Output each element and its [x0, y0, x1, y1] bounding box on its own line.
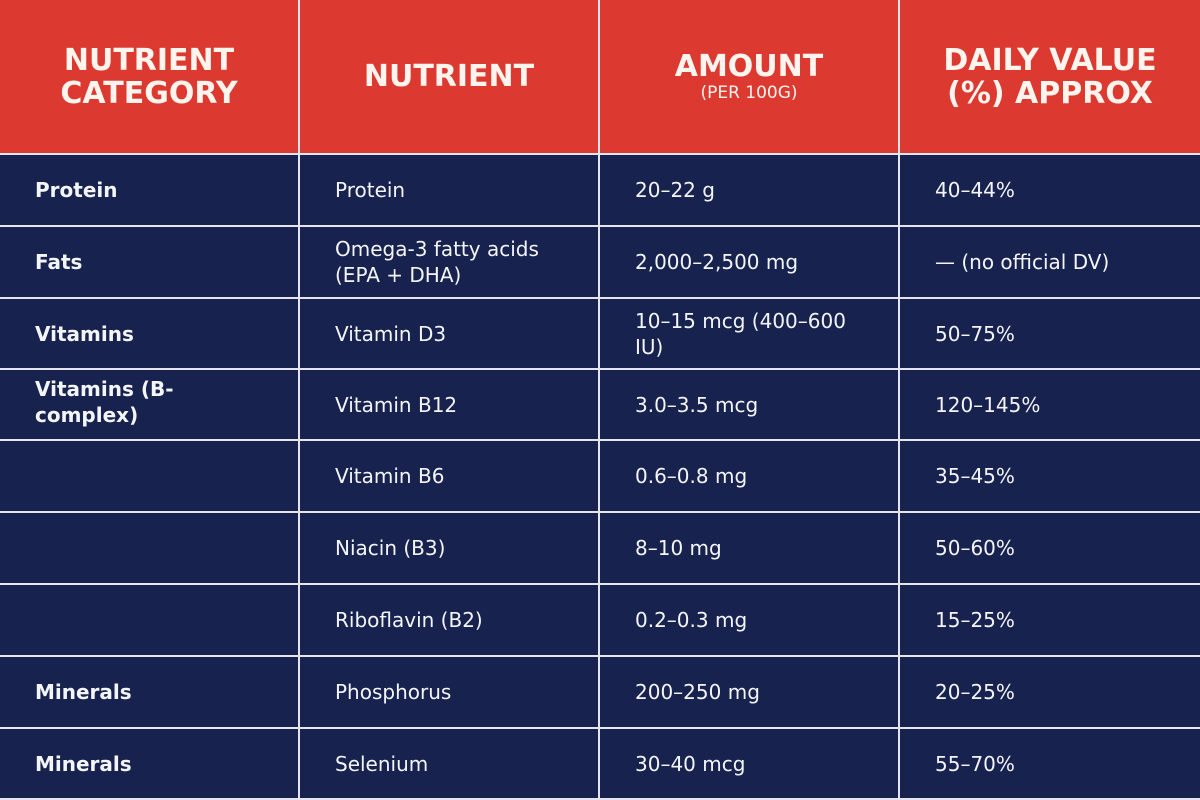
header-label: NUTRIENT CATEGORY [60, 42, 238, 111]
cell-category [0, 441, 300, 513]
cell-amount: 2,000–2,500 mg [600, 227, 900, 299]
cell-text: 40–44% [935, 178, 1015, 202]
cell-category [0, 513, 300, 585]
cell-text: 50–75% [935, 321, 1015, 346]
cell-text: 35–45% [935, 464, 1015, 488]
cell-amount: 30–40 mcg [600, 729, 900, 800]
header-label: AMOUNT [674, 49, 824, 84]
cell-nutrient: Selenium [300, 729, 600, 800]
cell-text: 0.6–0.8 mg [635, 464, 748, 488]
cell-text: Fats [35, 250, 83, 274]
cell-text: Selenium [335, 751, 429, 776]
cell-nutrient: Riboflavin (B2) [300, 585, 600, 657]
cell-category [0, 585, 300, 657]
cell-text: 0.2–0.3 mg [635, 608, 748, 632]
cell-text: 15–25% [935, 608, 1015, 632]
cell-text: Niacin (B3) [335, 536, 446, 560]
header-label: DAILY VALUE (%) APPROX [943, 42, 1157, 111]
cell-text: 2,000–2,500 mg [635, 250, 799, 274]
cell-dv: 120–145% [900, 370, 1200, 441]
cell-text: Vitamin B6 [335, 464, 445, 488]
cell-dv: 50–75% [900, 299, 1200, 370]
cell-dv: — (no official DV) [900, 227, 1200, 299]
cell-text: 55–70% [935, 751, 1015, 776]
cell-text: 200–250 mg [635, 680, 760, 704]
cell-text: Protein [335, 178, 406, 202]
cell-text: Phosphorus [335, 680, 452, 704]
cell-category: Vitamins [0, 299, 300, 370]
cell-category: Vitamins (B-complex) [0, 370, 300, 441]
cell-nutrient: Omega-3 fatty acids (EPA + DHA) [300, 227, 600, 299]
cell-dv: 40–44% [900, 155, 1200, 227]
cell-nutrient: Protein [300, 155, 600, 227]
cell-text: 30–40 mcg [635, 751, 746, 776]
cell-amount: 8–10 mg [600, 513, 900, 585]
cell-text: 50–60% [935, 536, 1015, 560]
header-amount: AMOUNT (PER 100G) [600, 0, 900, 155]
cell-text: Omega-3 fatty acids (EPA + DHA) [335, 237, 539, 287]
cell-text: 3.0–3.5 mcg [635, 392, 759, 417]
cell-amount: 20–22 g [600, 155, 900, 227]
cell-text: 120–145% [935, 392, 1041, 417]
cell-nutrient: Phosphorus [300, 657, 600, 729]
header-sublabel: (PER 100G) [700, 83, 798, 103]
cell-text: Protein [35, 178, 118, 202]
header-nutrient: NUTRIENT [300, 0, 600, 155]
cell-category: Protein [0, 155, 300, 227]
cell-text: Vitamin D3 [335, 321, 447, 346]
cell-dv: 20–25% [900, 657, 1200, 729]
cell-amount: 0.2–0.3 mg [600, 585, 900, 657]
cell-nutrient: Niacin (B3) [300, 513, 600, 585]
cell-text: Minerals [35, 751, 132, 776]
cell-text: — (no official DV) [935, 250, 1110, 274]
cell-dv: 15–25% [900, 585, 1200, 657]
cell-text: Riboflavin (B2) [335, 608, 483, 632]
cell-text: Vitamins (B-complex) [35, 377, 174, 427]
cell-text: Vitamins [35, 321, 134, 346]
cell-amount: 0.6–0.8 mg [600, 441, 900, 513]
cell-text: 20–22 g [635, 178, 715, 202]
cell-nutrient: Vitamin B6 [300, 441, 600, 513]
cell-text: Vitamin B12 [335, 392, 458, 417]
cell-amount: 3.0–3.5 mcg [600, 370, 900, 441]
cell-text: 10–15 mcg (400–600 IU) [635, 308, 846, 359]
header-daily-value: DAILY VALUE (%) APPROX [900, 0, 1200, 155]
cell-nutrient: Vitamin B12 [300, 370, 600, 441]
header-nutrient-category: NUTRIENT CATEGORY [0, 0, 300, 155]
cell-nutrient: Vitamin D3 [300, 299, 600, 370]
header-label: NUTRIENT [363, 59, 535, 94]
cell-amount: 10–15 mcg (400–600 IU) [600, 299, 900, 370]
cell-dv: 35–45% [900, 441, 1200, 513]
cell-dv: 55–70% [900, 729, 1200, 800]
cell-text: 20–25% [935, 680, 1015, 704]
cell-category: Minerals [0, 657, 300, 729]
cell-text: Minerals [35, 680, 132, 704]
cell-category: Minerals [0, 729, 300, 800]
cell-amount: 200–250 mg [600, 657, 900, 729]
cell-text: 8–10 mg [635, 536, 722, 560]
cell-dv: 50–60% [900, 513, 1200, 585]
cell-category: Fats [0, 227, 300, 299]
